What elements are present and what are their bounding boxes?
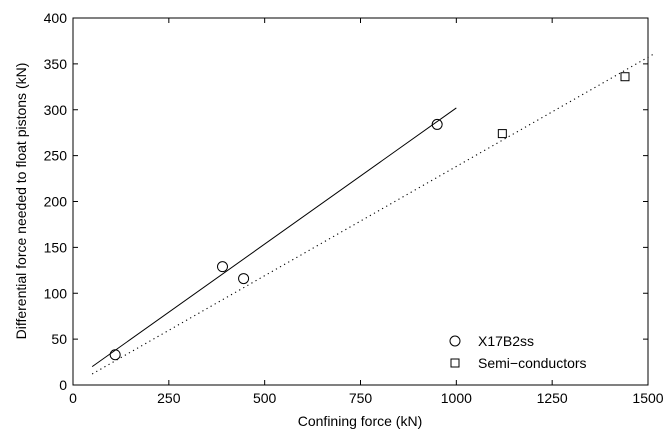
y-axis-label: Differential force needed to float pisto… (13, 63, 29, 340)
x-tick-label: 1500 (632, 390, 663, 406)
y-tick-label: 100 (44, 285, 68, 301)
fit-lines (91, 52, 656, 375)
plot-area (72, 17, 649, 386)
legend-marker-circle (449, 335, 461, 347)
data-point-circle (238, 273, 250, 285)
x-tick-label: 1000 (441, 390, 472, 406)
y-tick-label: 300 (44, 102, 68, 118)
y-tick-label: 50 (51, 331, 67, 347)
y-tick-label: 350 (44, 56, 68, 72)
fit-line-series-1 (91, 52, 656, 375)
data-point-circle (109, 349, 121, 361)
y-tick-label: 200 (44, 194, 68, 210)
data-point-circle (217, 261, 228, 273)
data-points (109, 72, 630, 361)
y-tick-label: 250 (44, 148, 68, 164)
data-point-square (497, 129, 507, 139)
y-tick-label: 0 (59, 377, 67, 393)
legend-marker-square (450, 358, 460, 368)
x-tick-label: 750 (349, 390, 373, 406)
legend-label-semiconductors: Semi−conductors (478, 355, 587, 371)
x-tick-label: 1250 (537, 390, 568, 406)
legend-label-x17b2ss: X17B2ss (478, 333, 534, 349)
y-tick-label: 150 (44, 239, 68, 255)
plot-frame (72, 17, 649, 386)
y-tick-label: 400 (44, 10, 68, 26)
data-point-circle (431, 118, 443, 130)
axis-ticks: 0 250 500 750 1000 1250 1500 0 50 100 150 200 250 300… (44, 10, 664, 406)
x-tick-label: 0 (69, 390, 77, 406)
x-tick-label: 250 (157, 390, 181, 406)
x-axis-label: Confining force (kN) (298, 413, 423, 429)
x-tick-label: 500 (253, 390, 277, 406)
legend: X17B2ss Semi−conductors (449, 333, 587, 371)
fit-line-series-0 (91, 107, 457, 368)
data-point-square (620, 72, 630, 82)
